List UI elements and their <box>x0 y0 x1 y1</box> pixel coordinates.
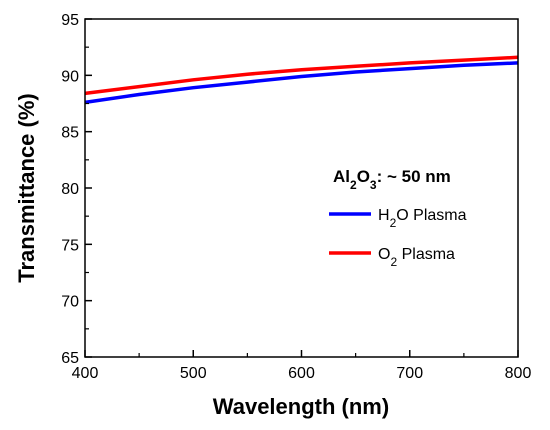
series-layer <box>84 55 519 105</box>
y-tick-label: 80 <box>61 181 79 198</box>
x-tick-label: 400 <box>72 365 99 382</box>
y-tick-label: 85 <box>61 125 79 142</box>
series-line-1 <box>84 55 519 96</box>
y-tick-label: 75 <box>61 237 79 254</box>
y-tick-label: 70 <box>61 294 79 311</box>
x-tick-label: 600 <box>288 365 315 382</box>
y-tick-label: 90 <box>61 68 79 85</box>
ticks-layer <box>84 18 519 358</box>
tick-labels-layer: 400 500 600 700 800 65 70 75 80 85 90 95 <box>61 12 531 382</box>
legend-label-0: H2O Plasma <box>378 207 467 230</box>
x-tick-label: 800 <box>505 365 532 382</box>
y-tick-label: 65 <box>61 350 79 367</box>
y-tick-label: 95 <box>61 12 79 29</box>
series-line-0 <box>84 61 519 105</box>
x-tick-label: 700 <box>396 365 423 382</box>
y-axis-title: Transmittance (%) <box>14 93 39 283</box>
legend-label-1: O2 Plasma <box>378 246 455 269</box>
material-annotation: Al2O3: ~ 50 nm <box>333 167 451 192</box>
legend: H2O Plasma O2 Plasma <box>329 207 467 269</box>
x-tick-label: 500 <box>180 365 207 382</box>
x-axis-title: Wavelength (nm) <box>213 394 389 419</box>
